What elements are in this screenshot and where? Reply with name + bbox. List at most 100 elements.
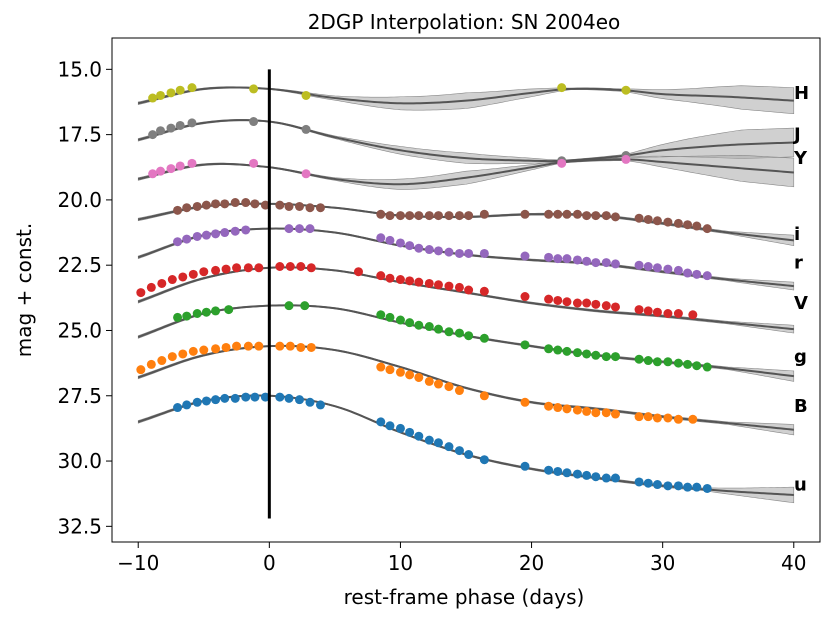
band-V-point xyxy=(544,294,554,304)
band-V-point xyxy=(188,269,198,279)
band-u-point xyxy=(673,481,683,491)
band-i-point xyxy=(220,199,230,209)
band-i-point xyxy=(582,211,592,221)
band-u-point xyxy=(260,392,270,402)
band-V-point xyxy=(520,292,530,302)
band-r-point xyxy=(520,251,530,261)
band-i-point xyxy=(395,211,405,221)
band-g-point xyxy=(182,311,192,321)
band-i-point xyxy=(610,212,620,222)
band-B-point xyxy=(243,341,253,351)
band-B-point xyxy=(591,408,601,418)
band-r-point xyxy=(663,264,673,274)
band-i-point xyxy=(553,209,563,219)
band-u-point xyxy=(405,427,415,437)
band-B-point xyxy=(610,409,620,419)
band-J-point xyxy=(166,123,176,133)
band-g-point xyxy=(405,318,415,328)
band-g-point xyxy=(454,328,464,338)
band-V-point xyxy=(643,306,653,316)
x-tick-label: 40 xyxy=(781,551,806,575)
band-B-point xyxy=(562,404,572,414)
band-i-point xyxy=(201,200,211,210)
band-i-point xyxy=(652,216,662,226)
band-J-point xyxy=(148,130,158,140)
band-g-point xyxy=(300,301,310,311)
band-u-point xyxy=(520,461,530,471)
x-tick-label: 10 xyxy=(388,551,413,575)
band-label-B: B xyxy=(794,396,808,417)
band-B-point xyxy=(643,412,653,422)
band-H-point xyxy=(166,88,176,98)
band-r-point xyxy=(211,229,221,239)
band-V-point xyxy=(433,280,443,290)
band-r-point xyxy=(433,246,443,256)
band-g-point xyxy=(433,324,443,334)
band-V-point xyxy=(688,310,698,320)
band-label-u: u xyxy=(794,475,807,496)
band-g-point xyxy=(224,305,234,315)
band-r-point xyxy=(601,258,611,268)
band-J-point xyxy=(187,118,197,128)
y-tick-label: 25.0 xyxy=(57,318,102,342)
band-r-point xyxy=(182,234,192,244)
band-r-point xyxy=(610,259,620,269)
band-i-point xyxy=(182,203,192,213)
y-tick-label: 32.5 xyxy=(57,514,102,538)
band-i-point xyxy=(444,211,454,221)
data-points xyxy=(136,83,712,493)
band-Y-point xyxy=(301,169,311,179)
band-i-point xyxy=(414,211,424,221)
band-B-point xyxy=(157,356,167,366)
band-B-point xyxy=(167,352,177,362)
band-B-point xyxy=(454,386,464,396)
band-g-point xyxy=(553,345,563,355)
band-u-point xyxy=(433,438,443,448)
band-B-point xyxy=(254,341,264,351)
band-r-point xyxy=(683,268,693,278)
band-label-H: H xyxy=(794,83,809,104)
band-V-point xyxy=(572,298,582,308)
band-V-point xyxy=(610,302,620,312)
band-i-point xyxy=(250,199,260,209)
band-V-point xyxy=(454,282,464,292)
band-V-point xyxy=(275,262,285,271)
band-r-point xyxy=(634,260,644,270)
band-H-point xyxy=(175,85,185,95)
band-V-point xyxy=(136,288,146,298)
band-u-point xyxy=(275,392,285,402)
band-i-point xyxy=(464,211,474,221)
band-B-point xyxy=(424,376,434,386)
band-B-point xyxy=(146,359,156,369)
band-r-point xyxy=(553,254,563,264)
band-J-point xyxy=(301,124,311,134)
band-B-point xyxy=(414,372,424,382)
band-g-point xyxy=(211,306,221,316)
band-i-point xyxy=(683,220,693,230)
band-u-point xyxy=(692,482,702,492)
band-r-point xyxy=(201,230,211,240)
band-V-point xyxy=(414,277,424,287)
band-g-point xyxy=(610,352,620,362)
band-i-point xyxy=(385,211,395,221)
band-u-point xyxy=(582,470,592,480)
band-g-point xyxy=(173,312,183,322)
band-i-point xyxy=(562,209,572,219)
band-g-point xyxy=(192,309,202,318)
band-r-point xyxy=(385,235,395,245)
band-i-point xyxy=(424,211,434,221)
band-V-point xyxy=(663,309,673,318)
band-g-point xyxy=(663,357,673,367)
band-g-point xyxy=(673,358,683,368)
band-g-point xyxy=(702,362,712,372)
band-V-point xyxy=(146,282,156,292)
band-u-point xyxy=(591,472,601,482)
band-r-point xyxy=(395,238,405,248)
band-g-point xyxy=(414,320,424,330)
band-label-g: g xyxy=(794,347,807,368)
x-tick-label: 0 xyxy=(263,551,276,575)
band-r-point xyxy=(220,228,230,238)
y-tick-label: 27.5 xyxy=(57,384,102,408)
band-r-point xyxy=(241,225,251,235)
